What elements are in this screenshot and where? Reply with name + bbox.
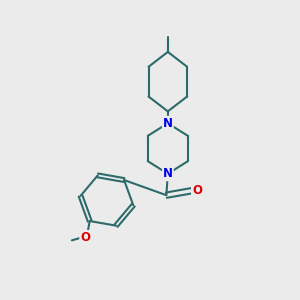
Text: O: O — [192, 184, 202, 197]
Text: N: N — [163, 117, 173, 130]
Text: N: N — [163, 167, 173, 180]
Text: O: O — [80, 231, 90, 244]
